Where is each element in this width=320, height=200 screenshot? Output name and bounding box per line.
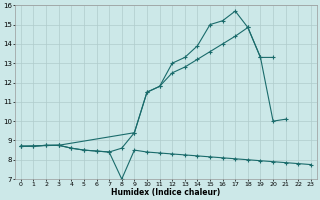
X-axis label: Humidex (Indice chaleur): Humidex (Indice chaleur) [111,188,220,197]
